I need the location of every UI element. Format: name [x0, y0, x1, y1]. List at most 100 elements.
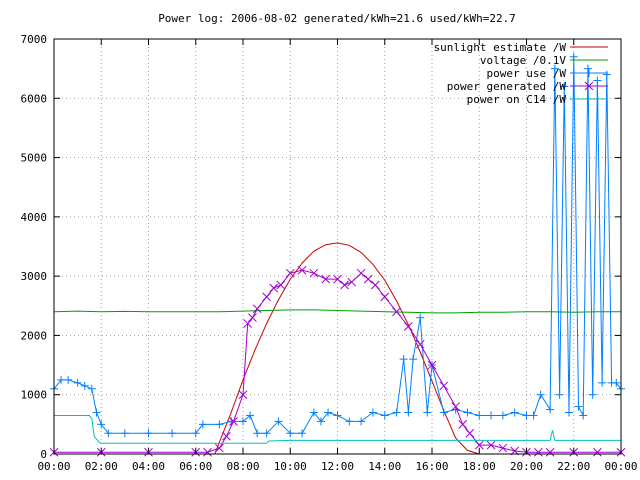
series-power-on-c14-w [54, 415, 621, 444]
data-point [370, 280, 380, 290]
data-point [392, 307, 401, 317]
data-point [215, 443, 224, 453]
data-point [356, 268, 366, 278]
data-point [120, 429, 129, 438]
y-tick-label: 0 [40, 448, 47, 461]
data-point [458, 420, 468, 429]
data-point [560, 82, 569, 91]
x-tick-label: 10:00 [274, 460, 307, 473]
data-point [321, 274, 331, 284]
data-point [285, 268, 295, 278]
series-line-sunlight-estimate-w [214, 242, 480, 455]
y-tick-label: 5000 [21, 152, 48, 165]
x-tick-label: 00:00 [604, 460, 637, 473]
legend-label: power generated /W [447, 80, 567, 93]
data-point [243, 319, 253, 328]
x-tick-label: 00:00 [37, 460, 70, 473]
data-point [536, 390, 545, 399]
data-point [87, 384, 96, 393]
y-tick-label: 1000 [21, 389, 48, 402]
data-point [333, 274, 342, 284]
data-point [533, 447, 543, 457]
series-line-voltage-0-1v [53, 309, 621, 314]
data-point [239, 417, 247, 426]
data-point [579, 411, 588, 420]
data-point [203, 447, 212, 457]
data-point [246, 411, 255, 420]
data-point [550, 64, 559, 73]
y-tick-label: 3000 [21, 270, 48, 283]
data-point [80, 381, 89, 390]
data-point [104, 429, 113, 438]
series-line-power-use-w [53, 56, 622, 434]
data-point [262, 429, 271, 438]
data-point [486, 440, 496, 450]
data-point [565, 408, 574, 417]
data-point [475, 411, 484, 420]
x-tick-label: 20:00 [510, 460, 543, 473]
data-point [574, 402, 583, 411]
data-point [593, 76, 602, 85]
data-point [215, 420, 224, 429]
data-point [97, 420, 106, 429]
x-tick-label: 14:00 [368, 460, 401, 473]
data-point [57, 375, 66, 384]
data-point [404, 322, 413, 331]
data-point [276, 280, 286, 290]
data-point [269, 283, 279, 293]
series-power-use-w [50, 52, 625, 438]
data-point [144, 429, 153, 438]
data-point [439, 381, 449, 391]
data-point [92, 408, 101, 417]
data-point [380, 411, 389, 420]
data-point [238, 390, 248, 400]
legend-label: voltage /0.1V [480, 54, 566, 67]
x-tick-label: 08:00 [226, 460, 259, 473]
legend-label: power use /W [487, 67, 567, 80]
data-point [309, 408, 318, 417]
data-point [309, 268, 319, 278]
legend-label: power on C14 /W [467, 93, 567, 106]
data-point [498, 443, 508, 453]
data-point [286, 429, 295, 438]
legend-label: sunlight estimate /W [434, 41, 567, 54]
x-tick-label: 02:00 [85, 460, 118, 473]
data-point [191, 429, 200, 438]
y-tick-label: 6000 [21, 92, 48, 105]
data-point [416, 313, 425, 322]
data-point [409, 355, 418, 364]
data-point [324, 408, 333, 417]
data-point [274, 417, 283, 426]
data-point [64, 375, 73, 384]
data-point [555, 390, 564, 399]
data-point [427, 360, 437, 370]
data-point [357, 417, 366, 426]
data-point [253, 429, 262, 438]
data-point [345, 417, 354, 426]
legend-marker [585, 69, 593, 77]
data-point [474, 440, 484, 450]
data-point [463, 408, 472, 417]
data-point [529, 411, 538, 420]
data-point [423, 408, 432, 417]
data-point [252, 304, 262, 314]
data-point [602, 70, 611, 79]
data-point [222, 431, 231, 441]
data-point [340, 280, 349, 290]
data-point [545, 447, 555, 457]
legend-marker [584, 81, 594, 91]
y-tick-label: 4000 [21, 211, 48, 224]
data-point [487, 411, 496, 420]
y-tick-label: 7000 [21, 33, 48, 46]
data-point [569, 52, 578, 61]
data-point [333, 411, 342, 420]
x-tick-label: 16:00 [415, 460, 448, 473]
data-point [262, 292, 271, 302]
data-point [298, 429, 307, 438]
series-voltage-0-1v [53, 309, 621, 314]
data-point [347, 277, 357, 287]
data-point [498, 411, 507, 420]
y-tick-label: 2000 [21, 329, 48, 342]
